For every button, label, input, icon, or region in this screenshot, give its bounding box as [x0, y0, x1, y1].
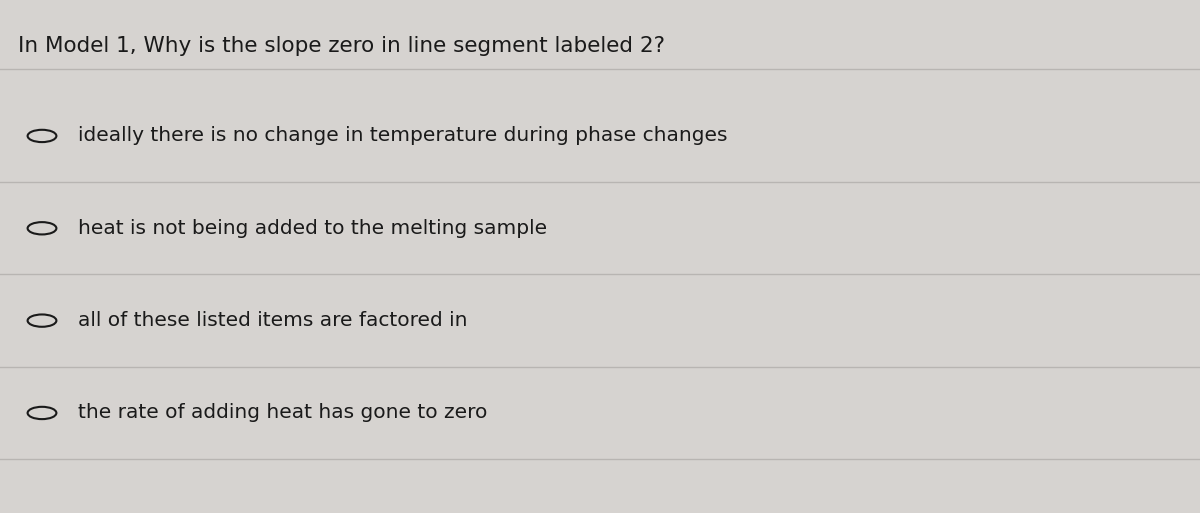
Text: heat is not being added to the melting sample: heat is not being added to the melting s…: [78, 219, 547, 238]
Text: the rate of adding heat has gone to zero: the rate of adding heat has gone to zero: [78, 403, 487, 423]
Text: In Model 1, Why is the slope zero in line segment labeled 2?: In Model 1, Why is the slope zero in lin…: [18, 36, 665, 56]
Text: ideally there is no change in temperature during phase changes: ideally there is no change in temperatur…: [78, 126, 727, 146]
Text: all of these listed items are factored in: all of these listed items are factored i…: [78, 311, 468, 330]
